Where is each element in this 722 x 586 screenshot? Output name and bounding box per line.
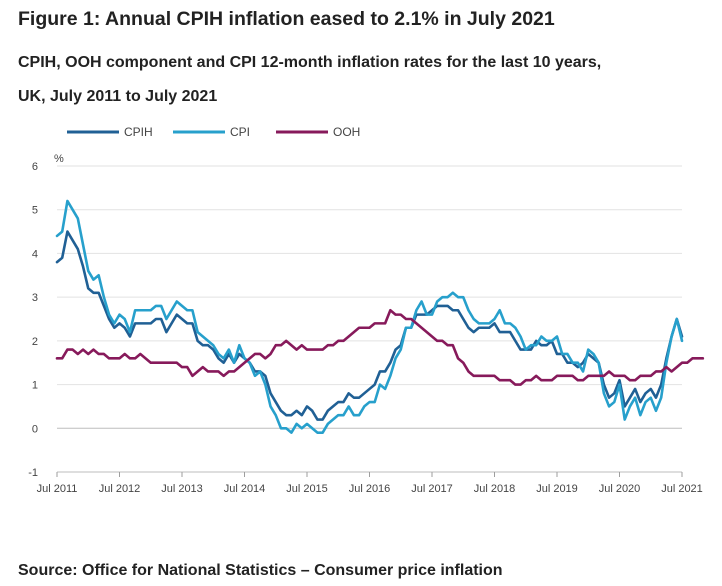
x-tick-label: Jul 2020 <box>599 483 641 495</box>
x-tick-label: Jul 2011 <box>37 483 78 495</box>
legend-label-cpi: CPI <box>230 125 250 139</box>
y-tick-label: 4 <box>32 248 38 260</box>
chart-grid <box>57 165 682 473</box>
y-tick-label: 3 <box>32 292 38 304</box>
series-line-ooh <box>55 308 705 386</box>
y-tick-label: 5 <box>32 205 38 217</box>
x-tick-label: Jul 2012 <box>99 483 141 495</box>
y-tick-label: -1 <box>28 467 38 479</box>
chart-subtitle: CPIH, OOH component and CPI 12-month inf… <box>18 54 602 105</box>
x-tick-label: Jul 2013 <box>161 483 203 495</box>
x-tick-label: Jul 2016 <box>349 483 391 495</box>
x-tick-label: Jul 2019 <box>536 483 578 495</box>
legend-label-ooh: OOH <box>333 125 360 139</box>
x-tick-label: Jul 2021 <box>661 483 703 495</box>
y-tick-label: 2 <box>32 336 38 348</box>
y-tick-label: 0 <box>32 423 38 435</box>
y-tick-label: 6 <box>32 161 38 173</box>
legend: CPIH CPI OOH <box>67 125 360 139</box>
legend-label-cpih: CPIH <box>124 125 153 139</box>
x-tick-label: Jul 2015 <box>286 483 328 495</box>
chart-series <box>55 199 705 434</box>
y-axis: -1 0 1 2 3 4 5 6% <box>28 153 64 479</box>
x-tick-label: Jul 2017 <box>411 483 453 495</box>
y-axis-unit: % <box>54 153 64 165</box>
x-axis: Jul 2011 Jul 2012 Jul 2013 Jul 2014 Jul 2015… <box>37 471 703 495</box>
x-tick-label: Jul 2014 <box>224 483 266 495</box>
x-tick-label: Jul 2018 <box>474 483 516 495</box>
series-line-cpih <box>55 230 684 421</box>
y-tick-label: 1 <box>32 380 38 392</box>
source-note: Source: Office for National Statistics –… <box>18 562 503 579</box>
series-line-cpi <box>55 199 684 434</box>
chart-title: Figure 1: Annual CPIH inflation eased to… <box>18 8 555 30</box>
